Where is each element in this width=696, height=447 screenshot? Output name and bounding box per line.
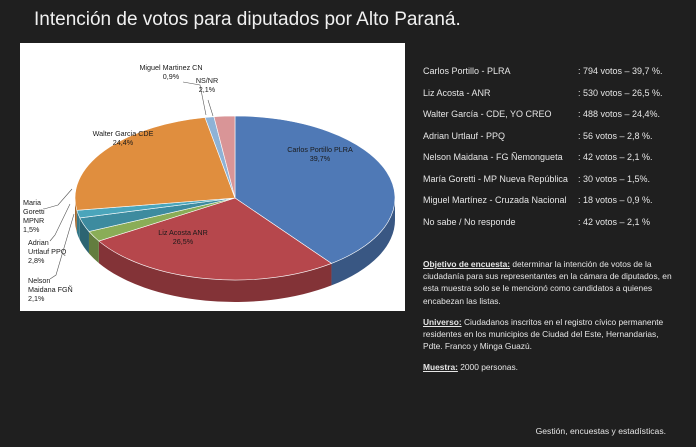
result-row: Adrian Urtlauf - PPQ : 56 votos – 2,8 %. <box>423 131 693 153</box>
result-candidate: Liz Acosta - ANR <box>423 87 491 98</box>
result-candidate: María Goretti - MP Nueva República <box>423 173 568 184</box>
label-leader-line <box>182 81 207 116</box>
result-row: Walter García - CDE, YO CREO : 488 votos … <box>423 109 693 131</box>
objective-text: determinar la intención de votos de la c… <box>423 259 672 306</box>
result-candidate: Carlos Portillo - PLRA <box>423 66 511 76</box>
pie-slice-side <box>75 198 77 233</box>
result-candidate: Adrian Urtlauf - PPQ <box>423 130 506 141</box>
result-row: Nelson Maidana - FG Ñemongueta : 42 votos… <box>423 152 693 174</box>
pie-slice-side <box>98 241 332 302</box>
universe-text: Ciudadanos inscritos en el registro cívi… <box>423 316 664 352</box>
label-leader-line <box>49 203 71 242</box>
universe-paragraph: Universo: Ciudadanos inscritos en el reg… <box>423 316 673 353</box>
result-row: María Goretti - MP Nueva República : 30 v… <box>423 174 693 196</box>
result-row: Miguel Martínez - Cruzada Nacional : 18 v… <box>423 195 693 217</box>
sample-paragraph: Muestra: 2000 personas. <box>423 361 673 373</box>
results-list: Carlos Portillo - PLRA : 794 votos – 39,7… <box>423 66 693 238</box>
result-row: Carlos Portillo - PLRA : 794 votos – 39,7… <box>423 66 693 88</box>
result-votes: : 42 votos – 2,1 %. <box>578 152 653 162</box>
result-row: No sabe / No responde : 42 votos – 2,1 % <box>423 217 693 239</box>
pie-slice <box>74 117 236 211</box>
pie-slice-side <box>79 217 89 254</box>
pie-slice <box>213 115 236 199</box>
slice-label-walter-garcia: Walter Garcia CDE 24,4% <box>93 129 154 147</box>
result-candidate: No sabe / No responde <box>423 216 516 227</box>
result-row: Liz Acosta - ANR : 530 votos – 26,5 %. <box>423 88 693 110</box>
slice-label-liz-acosta: Liz Acosta ANR 26,5% <box>158 228 208 246</box>
slice-label-carlos-portillo: Carlos Portillo PLRA 39,7% <box>287 145 353 163</box>
result-votes: : 42 votos – 2,1 % <box>578 216 651 227</box>
pie-slice-side <box>76 210 80 240</box>
result-votes: : 30 votos – 1,5%. <box>578 173 651 184</box>
sample-text: 2000 personas. <box>457 362 518 373</box>
slice-label-miguel-martinez: Miguel Martinez CN 0,9% <box>139 63 202 81</box>
chart-title: Intención de votos para diputados por Al… <box>34 9 461 30</box>
sample-label: Muestra: <box>423 362 458 373</box>
label-leader-line <box>49 213 75 280</box>
universe-label: Universo: <box>423 316 462 327</box>
pie-chart: Carlos Portillo PLRA 39,7% Liz Acosta ANR 2… <box>23 63 396 303</box>
result-candidate: Miguel Martínez - Cruzada Nacional <box>423 195 567 205</box>
pie-slice <box>98 197 333 281</box>
result-candidate: Walter García - CDE, YO CREO <box>423 109 552 119</box>
pie-slice <box>234 115 396 264</box>
result-votes: : 18 votos – 0,9 %. <box>578 195 653 205</box>
pie-slice-side <box>331 198 395 286</box>
result-votes: : 488 votos – 24,4%. <box>578 109 661 119</box>
footer-text: Gestión, encuestas y estadísticas. <box>535 426 666 436</box>
objective-label: Objetivo de encuesta: <box>423 259 511 269</box>
label-leader-line <box>43 188 73 210</box>
pie-chart-panel: Carlos Portillo PLRA 39,7% Liz Acosta ANR 2… <box>20 43 405 311</box>
slice-label-nelson-maidana: Nelson Maidana FGÑ 2,1% <box>28 276 73 303</box>
slice-label-ns-nr: NS/NR 2,1% <box>196 76 218 94</box>
label-leader-line <box>207 99 214 117</box>
result-votes: : 530 votos – 26,5 %. <box>578 87 663 98</box>
result-votes: : 794 votos – 39,7 %. <box>578 66 663 76</box>
slice-label-adrian-urtlauf: Adrian Urtlauf PPQ 2,8% <box>28 238 67 265</box>
objective-paragraph: Objetivo de encuesta: determinar la inte… <box>423 258 673 307</box>
result-candidate: Nelson Maidana - FG Ñemongueta <box>423 152 563 162</box>
pie-slice-side <box>88 231 99 264</box>
survey-notes: Objetivo de encuesta: determinar la inte… <box>423 258 673 383</box>
result-votes: : 56 votos – 2,8 %. <box>578 130 653 141</box>
slice-label-maria-goretti: Maria Goretti MPNR 1,5% <box>23 198 45 234</box>
